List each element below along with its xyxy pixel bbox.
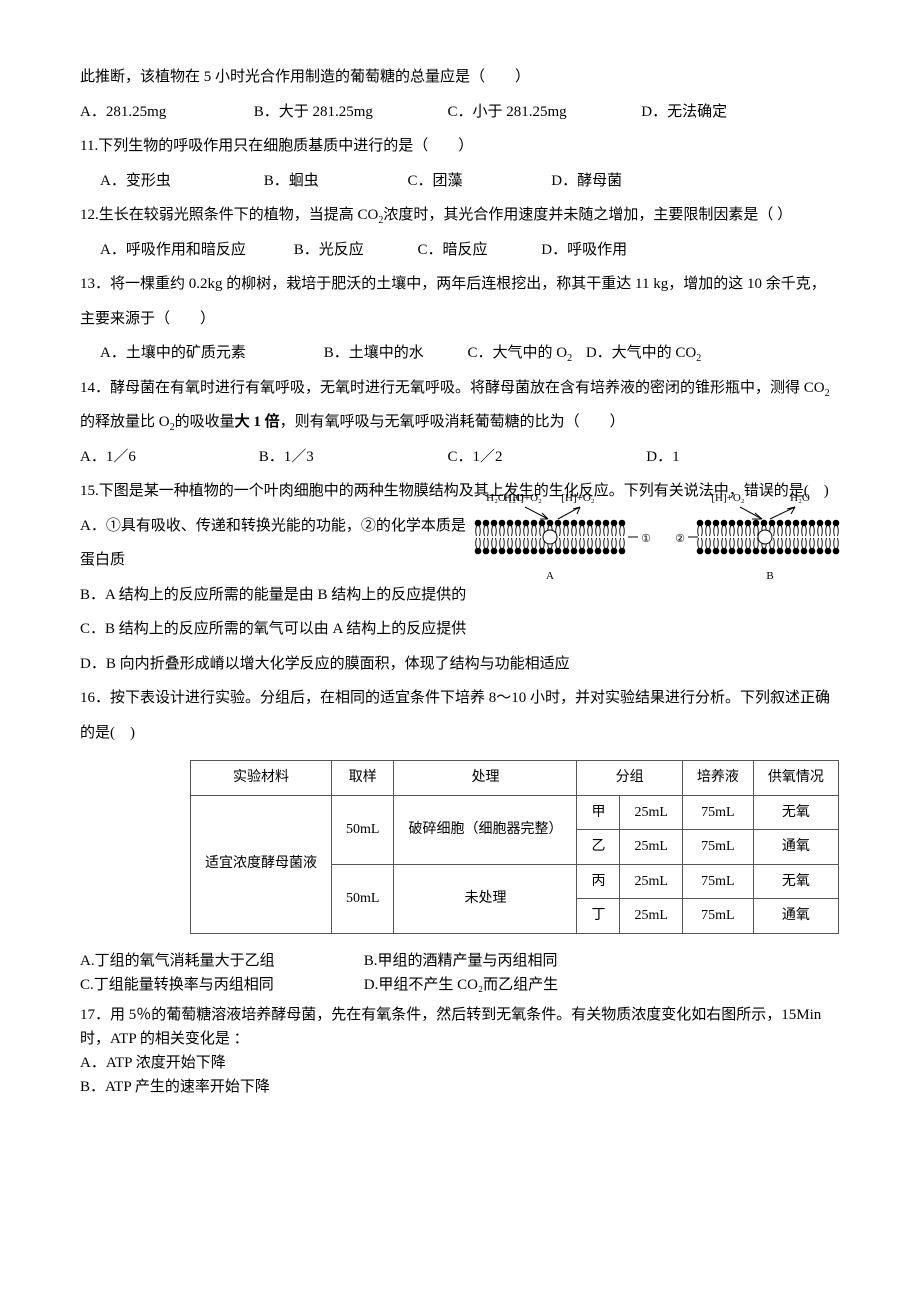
q10-cont-stem: 此推断，该植物在 5 小时光合作用制造的葡萄糖的总量应是（ ）	[80, 60, 840, 95]
q13-opt-a: A．土壤中的矿质元素	[100, 336, 320, 371]
q14-opt-d: D．1	[646, 440, 679, 475]
q16-stem: 16．按下表设计进行实验。分组后，在相同的适宜条件下培养 8～10 小时，并对实…	[80, 681, 840, 750]
q14-opt-b: B．1／3	[259, 440, 444, 475]
q16-table: 实验材料 取样 处理 分组 培养液 供氧情况 适宜浓度酵母菌液 50mL 破碎细…	[190, 760, 839, 934]
q17-opt-a: A．ATP 浓度开始下降	[80, 1051, 840, 1075]
q11-opt-b: B．蛔虫	[264, 164, 404, 199]
membrane-svg: H₂O [H]+O₂ H₂O [H]+O₂ H₂O [H]+O₂ ① A [H]…	[470, 489, 855, 589]
q14-options: A．1／6 B．1／3 C．1／2 D．1	[80, 440, 840, 475]
q12-options: A．呼吸作用和暗反应 B．光反应 C．暗反应 D．呼吸作用	[80, 233, 840, 268]
q12-opt-d: D．呼吸作用	[541, 233, 627, 268]
q11-opt-d: D．酵母菌	[551, 164, 622, 199]
q15-opt-a: A．①具有吸收、传递和转换光能的功能，②的化学本质是蛋白质	[80, 509, 470, 578]
membrane-diagram: H₂O [H]+O₂ H₂O [H]+O₂ H₂O [H]+O₂ ① A [H]…	[470, 489, 855, 589]
q10-opt-b: B．大于 281.25mg	[254, 95, 444, 130]
q15-block: 15.下图是某一种植物的一个叶肉细胞中的两种生物膜结构及其上发生的生化反应。下列…	[80, 474, 840, 681]
q16-opt-a: A.丁组的氧气消耗量大于乙组	[80, 949, 360, 973]
q16-opt-b: B.甲组的酒精产量与丙组相同	[364, 953, 558, 969]
q10-options: A．281.25mg B．大于 281.25mg C．小于 281.25mg D…	[80, 95, 840, 130]
q15-opt-d: D．B 向内折叠形成嵴以增大化学反应的膜面积，体现了结构与功能相适应	[80, 647, 840, 682]
q16-opt-d: D.甲组不产生 CO₂而乙组产生	[364, 977, 558, 993]
table-header-row: 实验材料 取样 处理 分组 培养液 供氧情况	[191, 761, 839, 796]
svg-text:B: B	[766, 570, 773, 582]
q15-opt-c: C．B 结构上的反应所需的氧气可以由 A 结构上的反应提供	[80, 612, 840, 647]
q10-opt-a: A．281.25mg	[80, 95, 250, 130]
q17-stem: 17．用 5％的葡萄糖溶液培养酵母菌，先在有氧条件，然后转到无氧条件。有关物质浓…	[80, 1003, 840, 1051]
svg-text:[H]+O₂: [H]+O₂	[561, 492, 594, 504]
q10-opt-d: D．无法确定	[641, 95, 727, 130]
q12-opt-c: C．暗反应	[418, 233, 538, 268]
q13-opt-c: C．大气中的 O2	[468, 345, 573, 361]
q14-opt-a: A．1／6	[80, 440, 255, 475]
svg-text:A: A	[546, 570, 554, 582]
q13-opt-d: D．大气中的 CO2	[586, 345, 701, 361]
q13-opt-b: B．土壤中的水	[324, 336, 464, 371]
svg-text:H₂O: H₂O	[790, 492, 810, 504]
q16-options: A.丁组的氧气消耗量大于乙组 B.甲组的酒精产量与丙组相同 C.丁组能量转换率与…	[80, 949, 840, 997]
q11-stem: 11.下列生物的呼吸作用只在细胞质基质中进行的是（ ）	[80, 129, 840, 164]
table-row: 适宜浓度酵母菌液 50mL 破碎细胞（细胞器完整） 甲 25mL 75mL 无氧	[191, 795, 839, 830]
svg-text:H₂O: H₂O	[504, 492, 524, 504]
q11-opt-c: C．团藻	[408, 164, 548, 199]
q16-opt-c: C.丁组能量转换率与丙组相同	[80, 973, 360, 997]
q12-stem: 12.生长在较弱光照条件下的植物，当提高 CO2浓度时，其光合作用速度并未随之增…	[80, 198, 840, 233]
q14-stem: 14．酵母菌在有氧时进行有氧呼吸，无氧时进行无氧呼吸。将酵母菌放在含有培养液的密…	[80, 371, 840, 440]
svg-text:②: ②	[675, 533, 685, 545]
svg-text:[H]+O₂: [H]+O₂	[711, 492, 744, 504]
q14-opt-c: C．1／2	[448, 440, 643, 475]
q13-options: A．土壤中的矿质元素 B．土壤中的水 C．大气中的 O2 D．大气中的 CO2	[80, 336, 840, 371]
q13-stem: 13．将一棵重约 0.2kg 的柳树，栽培于肥沃的土壤中，两年后连根挖出，称其干…	[80, 267, 840, 336]
svg-text:①: ①	[641, 533, 651, 545]
q17-opt-b: B．ATP 产生的速率开始下降	[80, 1075, 840, 1099]
q11-options: A．变形虫 B．蛔虫 C．团藻 D．酵母菌	[80, 164, 840, 199]
q12-opt-b: B．光反应	[294, 233, 414, 268]
q10-opt-c: C．小于 281.25mg	[448, 95, 638, 130]
q12-opt-a: A．呼吸作用和暗反应	[100, 233, 290, 268]
q11-opt-a: A．变形虫	[100, 164, 260, 199]
